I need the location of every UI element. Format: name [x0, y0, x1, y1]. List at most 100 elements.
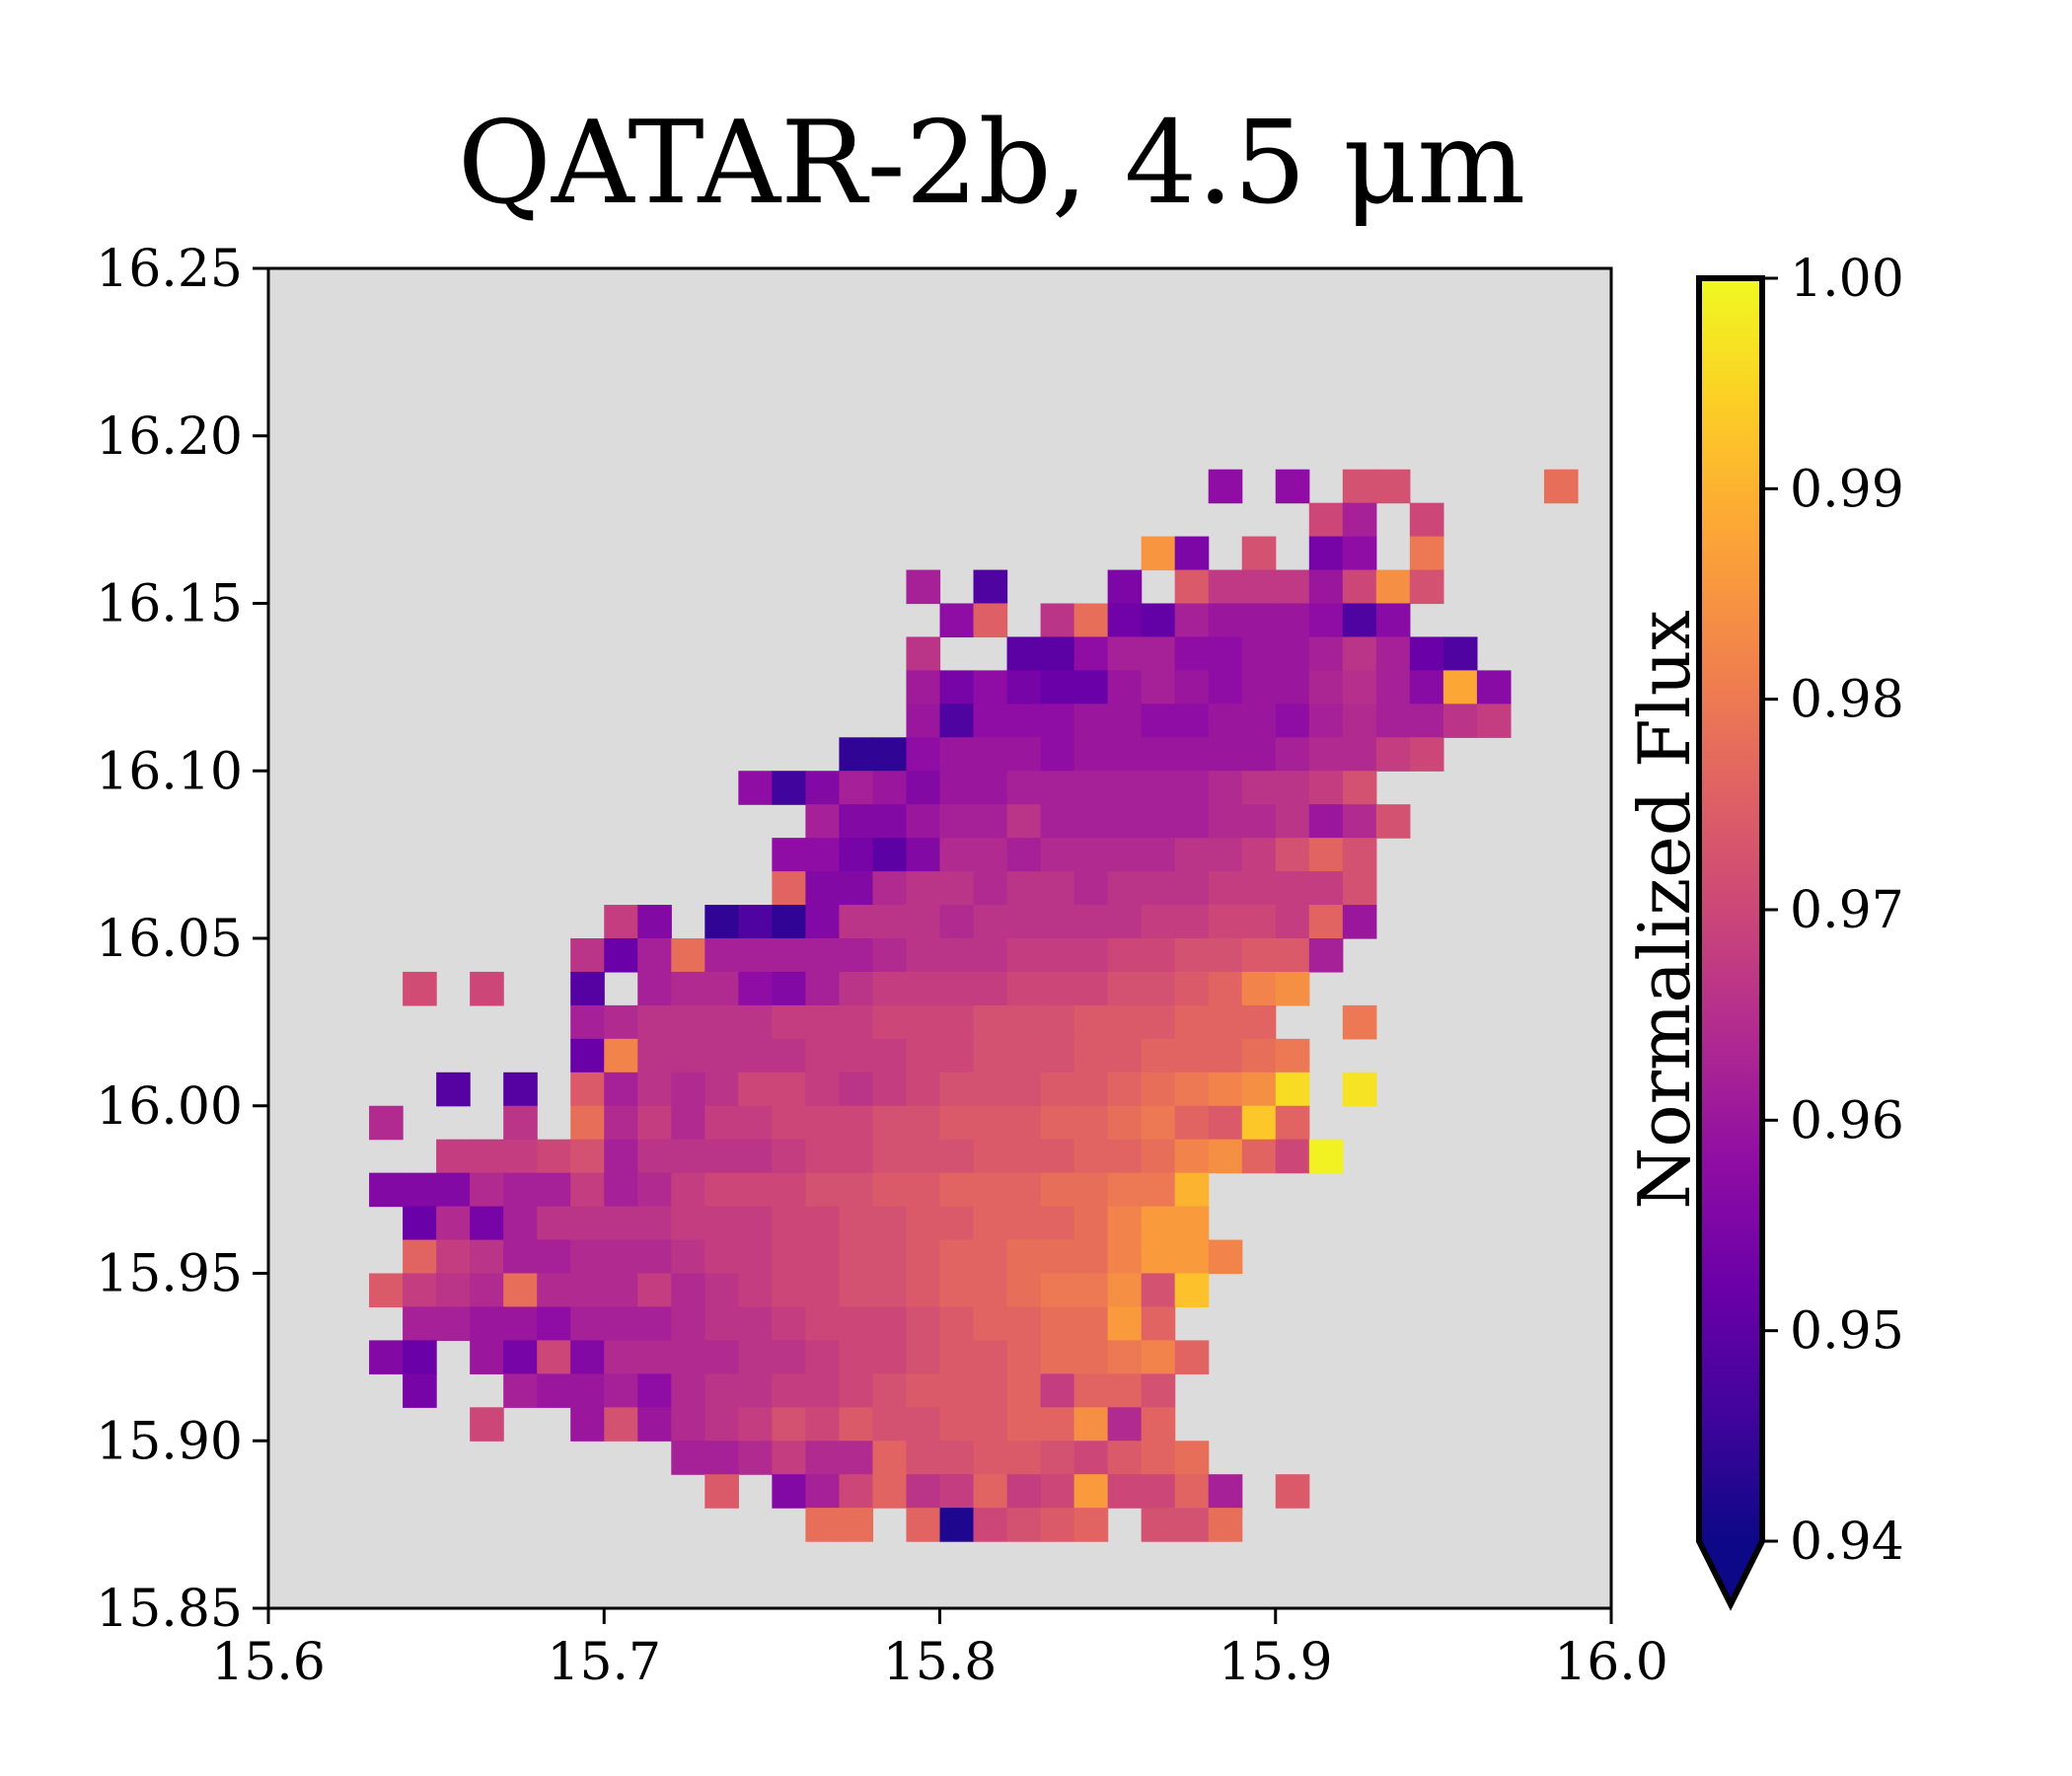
heatmap-cell	[1275, 838, 1310, 872]
heatmap-cell	[1107, 703, 1143, 738]
heatmap-cell	[1174, 569, 1210, 605]
heatmap-cell	[1174, 971, 1210, 1006]
heatmap-cell	[872, 771, 908, 805]
heatmap-cell	[1107, 1072, 1143, 1107]
heatmap-cell	[470, 1139, 504, 1174]
heatmap-cell	[839, 1441, 874, 1475]
heatmap-cell	[1375, 670, 1411, 704]
heatmap-cell	[1174, 1273, 1210, 1308]
heatmap-cell	[839, 1306, 874, 1341]
heatmap-cell	[704, 1441, 739, 1475]
heatmap-cell	[1107, 838, 1143, 872]
heatmap-cell	[1174, 938, 1210, 973]
heatmap-cell	[805, 938, 841, 973]
heatmap-cell	[805, 1004, 841, 1040]
heatmap-cell	[1006, 1038, 1042, 1073]
heatmap-cell	[1040, 871, 1075, 906]
heatmap-cell	[772, 1072, 806, 1107]
heatmap-cell	[772, 971, 806, 1006]
heatmap-cell	[637, 1206, 672, 1241]
heatmap-cell	[637, 1172, 672, 1208]
heatmap-cell	[1174, 603, 1210, 638]
heatmap-cell	[436, 1273, 471, 1308]
heatmap-cell	[973, 1038, 1008, 1073]
heatmap-cell	[1006, 1407, 1042, 1442]
heatmap-cell	[906, 1239, 941, 1275]
heatmap-cell	[704, 938, 739, 973]
heatmap-cell	[973, 569, 1008, 605]
heatmap-cell	[1208, 1139, 1243, 1174]
heatmap-cell	[805, 1273, 841, 1308]
heatmap-cell	[1208, 737, 1243, 772]
heatmap-cell	[704, 1072, 739, 1107]
heatmap-cell	[805, 1474, 841, 1509]
heatmap-cell	[1040, 1004, 1075, 1040]
heatmap-cell	[1141, 1373, 1176, 1408]
colorbar-extend-min	[1699, 1541, 1762, 1604]
heatmap-cell	[1107, 1373, 1143, 1408]
heatmap-cell	[805, 1373, 841, 1408]
heatmap-cell	[470, 1340, 504, 1374]
heatmap-cell	[738, 1306, 773, 1341]
heatmap-cell	[537, 1139, 571, 1174]
heatmap-cell	[1006, 703, 1042, 738]
heatmap-cell	[1241, 938, 1277, 973]
heatmap-cell	[1241, 703, 1277, 738]
heatmap-cell	[1073, 670, 1109, 704]
heatmap-cell	[1174, 1340, 1210, 1374]
heatmap-cell	[1141, 737, 1176, 772]
heatmap-cell	[939, 1004, 975, 1040]
heatmap-cell	[604, 1239, 638, 1275]
heatmap-cell	[772, 1407, 806, 1442]
heatmap-cell	[1141, 1105, 1176, 1141]
heatmap-cell	[1342, 603, 1377, 638]
heatmap-cell	[671, 1172, 705, 1208]
heatmap-cell	[604, 938, 638, 973]
heatmap-cell	[1208, 971, 1243, 1006]
heatmap-cell	[1040, 737, 1075, 772]
y-axis: 15.85 15.90 15.95 16.00 16.05 16.10 16.15 16.20…	[96, 240, 268, 1639]
heatmap-cell	[872, 871, 908, 906]
heatmap-cell	[1141, 1206, 1176, 1241]
heatmap-cell	[637, 1373, 672, 1408]
heatmap-cell	[1275, 703, 1310, 738]
heatmap-cell	[1275, 569, 1310, 605]
colorbar-tick-label: 0.98	[1790, 671, 1904, 730]
heatmap-cell	[1443, 636, 1478, 671]
heatmap-cell	[1174, 771, 1210, 805]
heatmap-cell	[1208, 1105, 1243, 1141]
heatmap-cell	[704, 1139, 739, 1174]
heatmap-cell	[637, 1239, 672, 1275]
heatmap-cell	[570, 1172, 605, 1208]
heatmap-cell	[704, 1004, 739, 1040]
heatmap-cell	[1141, 838, 1176, 872]
heatmap-cell	[1006, 838, 1042, 872]
heatmap-cell	[772, 871, 806, 906]
heatmap-cell	[872, 1172, 908, 1208]
heatmap-cell	[872, 1441, 908, 1475]
heatmap-cell	[1241, 737, 1277, 772]
heatmap-cell	[939, 1373, 975, 1408]
heatmap-cell	[805, 1139, 841, 1174]
heatmap-cell	[537, 1239, 571, 1275]
heatmap-cell	[1342, 502, 1377, 538]
heatmap-cell	[1040, 1038, 1075, 1073]
heatmap-cell	[1040, 703, 1075, 738]
heatmap-cell	[369, 1273, 404, 1308]
heatmap-cell	[939, 871, 975, 906]
heatmap-cell	[1006, 1206, 1042, 1241]
heatmap-cell	[1308, 938, 1344, 973]
heatmap-cell	[1308, 703, 1344, 738]
heatmap-cell	[1040, 971, 1075, 1006]
heatmap-cell	[1107, 1306, 1143, 1341]
heatmap-cell	[1342, 670, 1377, 704]
heatmap-cell	[839, 1508, 874, 1542]
heatmap-cell	[704, 1206, 739, 1241]
heatmap-cell	[738, 1407, 773, 1442]
heatmap-cell	[537, 1206, 571, 1241]
heatmap-cell	[1174, 1004, 1210, 1040]
heatmap-cell	[805, 905, 841, 939]
heatmap-cell	[671, 1139, 705, 1174]
heatmap-cell	[1006, 1340, 1042, 1374]
heatmap-cell	[1174, 1441, 1210, 1475]
